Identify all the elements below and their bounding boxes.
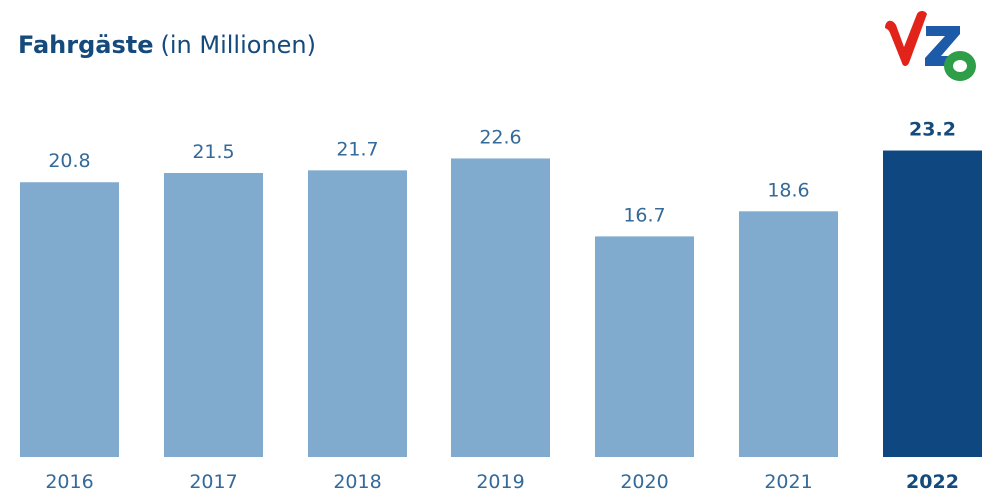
- x-tick-label-2017: 2017: [189, 471, 237, 493]
- x-tick-label-2021: 2021: [764, 471, 812, 493]
- bar-2016: [20, 182, 119, 457]
- chart-title-main: Fahrgäste: [18, 31, 154, 59]
- value-label-2018: 21.7: [336, 138, 378, 160]
- bar-2021: [739, 211, 838, 457]
- vzo-logo: [885, 11, 976, 81]
- value-label-2019: 22.6: [479, 126, 521, 148]
- x-tick-label-2020: 2020: [620, 471, 668, 493]
- x-tick-label-2019: 2019: [476, 471, 524, 493]
- bar-2018: [308, 170, 407, 457]
- vzo-logo-v: [885, 11, 927, 66]
- value-label-2016: 20.8: [48, 150, 90, 172]
- bar-2022: [883, 150, 982, 457]
- x-tick-label-2016: 2016: [45, 471, 93, 493]
- value-label-2017: 21.5: [192, 141, 234, 163]
- x-tick-label-2022: 2022: [906, 471, 959, 493]
- value-label-2020: 16.7: [623, 204, 665, 226]
- bar-2020: [595, 236, 694, 457]
- x-tick-label-2018: 2018: [333, 471, 381, 493]
- bar-2019: [451, 158, 550, 458]
- vzo-logo-o-hole: [953, 60, 967, 72]
- chart-title: Fahrgäste (in Millionen): [18, 30, 316, 60]
- bar-2017: [164, 172, 263, 458]
- value-label-2022: 23.2: [909, 119, 956, 141]
- chart-title-unit: (in Millionen): [160, 31, 316, 59]
- value-label-2021: 18.6: [767, 179, 809, 201]
